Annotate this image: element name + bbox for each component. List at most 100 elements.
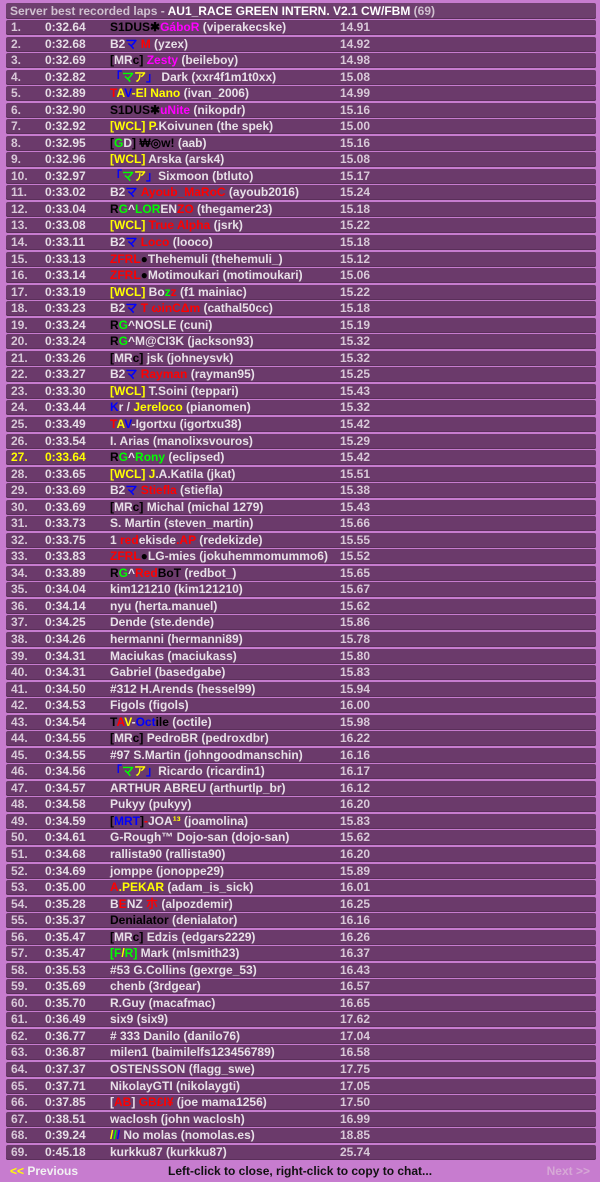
table-row[interactable]: 29. 0:33.69 B2マ Stiefla (stiefla) 15.38 (6, 483, 596, 499)
player-login: (pianomen) (182, 400, 251, 415)
table-row[interactable]: 26. 0:33.54 I. Arias (manolixsvouros) 15.29 (6, 433, 596, 449)
table-row[interactable]: 68. 0:39.24 /// No molas (nomolas.es) 18.85 (6, 1128, 596, 1144)
table-row[interactable]: 54. 0:35.28 BENZ 朩 (alpozdemir) 16.25 (6, 896, 596, 912)
name-segment: B (110, 896, 119, 911)
name-segment: [ (110, 813, 114, 828)
track-name: AU1_RACE GREEN INTERN. V2.1 CW/FBM (167, 4, 411, 18)
table-row[interactable]: 40. 0:34.31 Gabriel (basedgabe) 15.83 (6, 665, 596, 681)
average-speed: 16.25 (340, 896, 371, 911)
table-row[interactable]: 24. 0:33.44 Kr / Jereloco (pianomen) 15.32 (6, 400, 596, 416)
lap-time: 0:33.69 (45, 483, 86, 498)
table-row[interactable]: 44. 0:34.55 [MRc] PedroBR (pedroxdbr) 16.22 (6, 731, 596, 747)
table-row[interactable]: 8. 0:32.95 [GD] ₩◎w! (aab) 15.16 (6, 135, 596, 151)
table-row[interactable]: 37. 0:34.25 Dende (ste.dende) 15.86 (6, 615, 596, 631)
table-row[interactable]: 28. 0:33.65 [WCL] J.A.Katila (jkat) 15.51 (6, 466, 596, 482)
average-speed: 15.18 (340, 301, 371, 316)
table-row[interactable]: 30. 0:33.69 [MRc] Michal (michal 1279) 15.4… (6, 499, 596, 515)
table-row[interactable]: 65. 0:37.71 NikolayGTI (nikolaygti) 17.05 (6, 1078, 596, 1094)
table-row[interactable]: 42. 0:34.53 Figols (figols) 16.00 (6, 698, 596, 714)
table-row[interactable]: 3. 0:32.69 [MRc] Zesty (beileboy) 14.98 (6, 53, 596, 69)
table-row[interactable]: 58. 0:35.53 #53 G.Collins (gexrge_53) 16.43 (6, 962, 596, 978)
table-row[interactable]: 14. 0:33.11 B2マ Loco (looco) 15.18 (6, 235, 596, 251)
player-name: #53 G.Collins (gexrge_53) (110, 963, 257, 978)
table-row[interactable]: 60. 0:35.70 R.Guy (macafmac) 16.65 (6, 995, 596, 1011)
lap-time: 0:33.75 (45, 532, 86, 547)
table-row[interactable]: 16. 0:33.14 ZFRL●Motimoukari (motimoukari)… (6, 268, 596, 284)
lap-time: 0:32.64 (45, 20, 86, 34)
table-row[interactable]: 10. 0:32.97 「マア」Sixmoon (btluto) 15.17 (6, 168, 596, 184)
table-row[interactable]: 18. 0:33.23 B2マ T ωinCΔm (cathal50cc) 15.18 (6, 301, 596, 317)
table-row[interactable]: 39. 0:34.31 Maciukas (maciukass) 15.80 (6, 648, 596, 664)
lap-time: 0:33.54 (45, 433, 86, 448)
table-row[interactable]: 66. 0:37.85 [AB] GB£I¥ (joe mama1256) 17.50 (6, 1095, 596, 1111)
table-row[interactable]: 56. 0:35.47 [MRc] Edzis (edgars2229) 16.26 (6, 929, 596, 945)
table-row[interactable]: 33. 0:33.83 ZFRL●LG-mies (jokuhemmomummo6)… (6, 549, 596, 565)
table-row[interactable]: 1. 0:32.64 S1DUS✱GáboR (viperakecske) 14.91 (6, 20, 596, 35)
table-row[interactable]: 25. 0:33.49 TAV-Igortxu (igortxu38) 15.42 (6, 416, 596, 432)
table-row[interactable]: 21. 0:33.26 [MRc] jsk (johneysvk) 15.32 (6, 350, 596, 366)
table-row[interactable]: 31. 0:33.73 S. Martin (steven_martin) 15.66 (6, 516, 596, 532)
rank: 23. (11, 383, 28, 398)
player-login: (figols) (145, 698, 189, 713)
player-login: (beileboy) (178, 53, 239, 68)
table-row[interactable]: 43. 0:34.54 TAV-Octile (octile) 15.98 (6, 714, 596, 730)
table-row[interactable]: 11. 0:33.02 B2マ Ayoub_MaRoC (ayoub2016) 15.… (6, 185, 596, 201)
lap-time: 0:35.53 (45, 962, 86, 977)
name-segment: PedroBR (143, 731, 199, 746)
table-row[interactable]: 12. 0:33.04 RG^LORENZO (thegamer23) 15.18 (6, 201, 596, 217)
player-login: (macafmac) (145, 995, 216, 1010)
table-row[interactable]: 52. 0:34.69 jomppe (jonoppe29) 15.89 (6, 863, 596, 879)
table-row[interactable]: 2. 0:32.68 B2マ M (yzex) 14.92 (6, 36, 596, 52)
table-row[interactable]: 20. 0:33.24 RG^M@CI3K (jackson93) 15.32 (6, 334, 596, 350)
table-row[interactable]: 62. 0:36.77 # 333 Danilo (danilo76) 17.04 (6, 1028, 596, 1044)
player-login: (danilo76) (180, 1028, 241, 1043)
table-row[interactable]: 6. 0:32.90 S1DUS✱uNite (nikopdr) 15.16 (6, 102, 596, 118)
table-row[interactable]: 23. 0:33.30 [WCL] T.Soini (teppari) 15.43 (6, 383, 596, 399)
player-login: (xxr4f1m1t0xx) (188, 69, 277, 84)
table-row[interactable]: 47. 0:34.57 ARTHUR ABREU (arthurtlp_br) 16.… (6, 780, 596, 796)
table-row[interactable]: 7. 0:32.92 [WCL] P.Koivunen (the spek) 15.0… (6, 119, 596, 135)
table-row[interactable]: 19. 0:33.24 RG^NOSLE (cuni) 15.19 (6, 317, 596, 333)
table-row[interactable]: 36. 0:34.14 nyu (herta.manuel) 15.62 (6, 598, 596, 614)
table-row[interactable]: 55. 0:35.37 Denialator (denialator) 16.16 (6, 913, 596, 929)
close-hint[interactable]: Left-click to close, right-click to copy… (168, 1164, 433, 1178)
table-row[interactable]: 69. 0:45.18 kurkku87 (kurkku87) 25.74 (6, 1144, 596, 1160)
table-row[interactable]: 27. 0:33.64 RG^Rony (eclipsed) 15.42 (6, 450, 596, 466)
table-row[interactable]: 64. 0:37.37 OSTENSSON (flagg_swe) 17.75 (6, 1062, 596, 1078)
average-speed: 15.22 (340, 284, 371, 299)
table-row[interactable]: 59. 0:35.69 chenb (3rdgear) 16.57 (6, 979, 596, 995)
table-row[interactable]: 5. 0:32.89 TAV-El Nano (ivan_2006) 14.99 (6, 86, 596, 102)
name-segment: ^ (128, 565, 136, 580)
rank: 2. (11, 36, 22, 51)
next-page-button[interactable]: Next >> (546, 1164, 590, 1178)
table-row[interactable]: 17. 0:33.19 [WCL] Bozz (f1 mainiac) 15.22 (6, 284, 596, 300)
table-row[interactable]: 34. 0:33.89 RG^RedBoT (redbot_) 15.65 (6, 565, 596, 581)
table-row[interactable]: 22. 0:33.27 B2マ Rayman (rayman95) 15.25 (6, 367, 596, 383)
player-name: I. Arias (manolixsvouros) (110, 434, 253, 449)
table-row[interactable]: 53. 0:35.00 A.PEKAR (adam_is_sick) 16.01 (6, 880, 596, 896)
table-row[interactable]: 15. 0:33.13 ZFRL●Thehemuli (thehemuli_) 15.… (6, 251, 596, 267)
table-row[interactable]: 49. 0:34.59 [MRT]-JOA¹³ (joamolina) 15.83 (6, 813, 596, 829)
table-row[interactable]: 41. 0:34.50 #312 H.Arends (hessel99) 15.94 (6, 681, 596, 697)
table-row[interactable]: 45. 0:34.55 #97 S.Martin (johngoodmanschin… (6, 747, 596, 763)
table-row[interactable]: 67. 0:38.51 waclosh (john waclosh) 16.99 (6, 1111, 596, 1127)
table-row[interactable]: 35. 0:34.04 kim121210 (kim121210) 15.67 (6, 582, 596, 598)
name-segment: T (110, 714, 117, 729)
table-row[interactable]: 57. 0:35.47 [F/R] Mark (mlsmith23) 16.37 (6, 946, 596, 962)
rank: 19. (11, 317, 28, 332)
table-row[interactable]: 9. 0:32.96 [WCL] Arska (arsk4) 15.08 (6, 152, 596, 168)
table-row[interactable]: 50. 0:34.61 G-Rough™ Dojo-san (dojo-san) 15… (6, 830, 596, 846)
table-row[interactable]: 48. 0:34.58 Pukyy (pukyy) 16.20 (6, 797, 596, 813)
table-row[interactable]: 38. 0:34.26 hermanni (hermanni89) 15.78 (6, 631, 596, 647)
table-row[interactable]: 46. 0:34.56 「マア」Ricardo (ricardin1) 16.17 (6, 764, 596, 780)
table-row[interactable]: 4. 0:32.82 「マア」 Dark (xxr4f1m1t0xx) 15.08 (6, 69, 596, 85)
table-row[interactable]: 32. 0:33.75 1 redekisde.AP (redekizde) 15.5… (6, 532, 596, 548)
average-speed: 15.98 (340, 714, 371, 729)
table-row[interactable]: 51. 0:34.68 rallista90 (rallista90) 16.20 (6, 847, 596, 862)
previous-page-button[interactable]: << Previous (10, 1163, 78, 1179)
player-name: waclosh (john waclosh) (110, 1112, 245, 1127)
lap-time: 0:33.02 (45, 185, 86, 200)
table-row[interactable]: 63. 0:36.87 milen1 (baimilelfs123456789) 16… (6, 1045, 596, 1061)
table-row[interactable]: 61. 0:36.49 six9 (six9) 17.62 (6, 1012, 596, 1028)
table-row[interactable]: 13. 0:33.08 [WCL] True Alpha (jsrk) 15.22 (6, 218, 596, 234)
